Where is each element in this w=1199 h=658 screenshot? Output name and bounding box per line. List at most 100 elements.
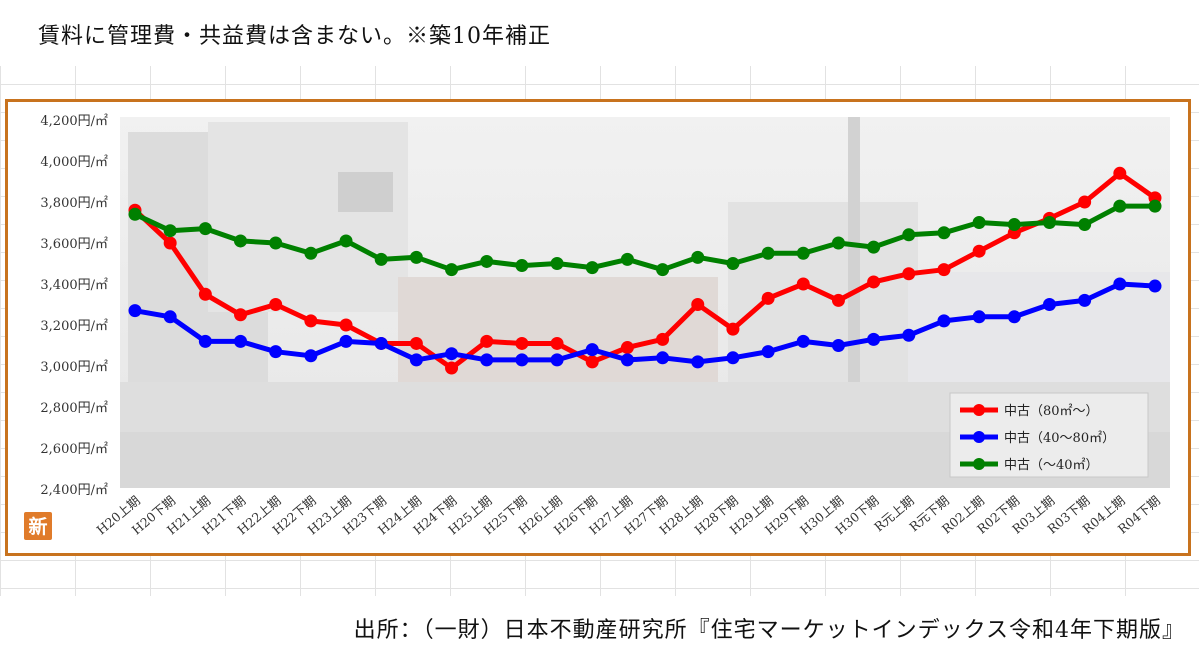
data-point xyxy=(550,353,564,367)
data-point xyxy=(1078,195,1092,209)
data-point xyxy=(269,236,283,250)
series-3 xyxy=(128,199,1162,277)
data-point xyxy=(585,343,599,357)
data-point xyxy=(374,336,388,350)
data-point xyxy=(234,308,248,322)
data-point xyxy=(198,287,212,301)
y-tick-label: 3,400円/㎡ xyxy=(40,278,108,293)
data-point xyxy=(339,334,353,348)
data-point xyxy=(972,310,986,324)
data-point xyxy=(550,257,564,270)
series-1 xyxy=(128,166,1162,375)
data-point xyxy=(620,341,634,355)
data-point xyxy=(1042,298,1056,311)
data-point xyxy=(480,334,494,348)
data-point xyxy=(515,336,529,350)
chart-frame: 4,200円/㎡ 4,000円/㎡ 3,800円/㎡ 3,600円/㎡ 3,400円/㎡… xyxy=(5,99,1191,556)
data-point xyxy=(1042,216,1056,229)
data-point xyxy=(831,236,845,250)
header-note: 賃料に管理費・共益費は含まない。※築10年補正 xyxy=(38,24,551,49)
y-tick-label: 4,000円/㎡ xyxy=(40,155,108,170)
data-point xyxy=(515,353,529,367)
data-point xyxy=(198,334,212,348)
data-point xyxy=(902,328,916,342)
data-point xyxy=(972,216,986,229)
data-point xyxy=(1078,218,1092,232)
legend-swatch-marker xyxy=(973,431,985,443)
new-badge: 新 xyxy=(24,512,52,540)
data-point xyxy=(867,332,881,346)
legend-label: 中古（40～80㎡） xyxy=(1004,431,1115,446)
y-tick-label: 2,400円/㎡ xyxy=(40,483,108,498)
data-point xyxy=(128,207,142,221)
data-point xyxy=(1113,277,1127,291)
series-layer xyxy=(128,166,1162,375)
data-point xyxy=(128,304,142,318)
data-point xyxy=(409,250,423,264)
y-tick-label: 3,800円/㎡ xyxy=(40,196,108,211)
data-point xyxy=(269,298,283,311)
data-point xyxy=(445,361,459,375)
x-axis: H20上期H20下期H21上期H21下期H22上期H22下期H23上期H23下期… xyxy=(94,493,1163,538)
data-point xyxy=(761,291,775,305)
data-point xyxy=(374,252,388,266)
data-point xyxy=(867,240,881,254)
data-point xyxy=(304,349,318,363)
data-point xyxy=(234,234,248,248)
source-bar: 出所：（一財）日本不動産研究所『住宅マーケットインデックス令和4年下期版』 xyxy=(0,596,1199,658)
data-point xyxy=(163,310,177,324)
data-point xyxy=(902,228,916,242)
data-point xyxy=(1148,279,1162,293)
data-point xyxy=(726,257,740,270)
data-point xyxy=(620,252,634,266)
data-point xyxy=(972,244,986,258)
data-point xyxy=(831,339,845,352)
data-point xyxy=(409,353,423,367)
data-point xyxy=(620,353,634,367)
data-point xyxy=(585,355,599,369)
series-2 xyxy=(128,277,1162,369)
data-point xyxy=(656,332,670,346)
data-point xyxy=(656,263,670,277)
data-point xyxy=(304,246,318,260)
legend-label: 中古（80㎡～） xyxy=(1004,404,1099,419)
line-chart: 4,200円/㎡ 4,000円/㎡ 3,800円/㎡ 3,600円/㎡ 3,400円/㎡… xyxy=(24,114,1170,540)
y-tick-label: 3,000円/㎡ xyxy=(40,360,108,375)
data-point xyxy=(550,336,564,350)
data-point xyxy=(1113,166,1127,180)
data-point xyxy=(304,314,318,328)
data-point xyxy=(163,236,177,250)
data-point xyxy=(409,336,423,350)
legend-swatch-marker xyxy=(973,404,985,416)
data-point xyxy=(761,246,775,260)
new-badge-label: 新 xyxy=(28,515,47,538)
legend-label: 中古（～40㎡） xyxy=(1004,458,1099,473)
data-point xyxy=(480,254,494,268)
data-point xyxy=(445,263,459,277)
data-point xyxy=(726,322,740,336)
y-axis: 4,200円/㎡ 4,000円/㎡ 3,800円/㎡ 3,600円/㎡ 3,400円/㎡… xyxy=(40,114,108,498)
data-point xyxy=(831,293,845,307)
y-tick-label: 2,600円/㎡ xyxy=(40,442,108,457)
y-tick-label: 3,200円/㎡ xyxy=(40,319,108,334)
data-point xyxy=(480,353,494,367)
data-point xyxy=(269,345,283,359)
data-point xyxy=(937,226,951,240)
plot-background-photo xyxy=(120,117,1170,488)
data-point xyxy=(1007,310,1021,324)
data-point xyxy=(1078,293,1092,307)
y-tick-label: 3,600円/㎡ xyxy=(40,237,108,252)
data-point xyxy=(796,277,810,291)
data-point xyxy=(867,275,881,289)
data-point xyxy=(1148,199,1162,213)
data-point xyxy=(585,261,599,275)
data-point xyxy=(1007,218,1021,232)
y-tick-label: 2,800円/㎡ xyxy=(40,401,108,416)
data-point xyxy=(761,345,775,359)
y-tick-label: 4,200円/㎡ xyxy=(40,114,108,129)
data-point xyxy=(691,250,705,264)
data-point xyxy=(515,259,529,273)
data-point xyxy=(339,234,353,248)
data-point xyxy=(234,334,248,348)
data-point xyxy=(1113,199,1127,213)
